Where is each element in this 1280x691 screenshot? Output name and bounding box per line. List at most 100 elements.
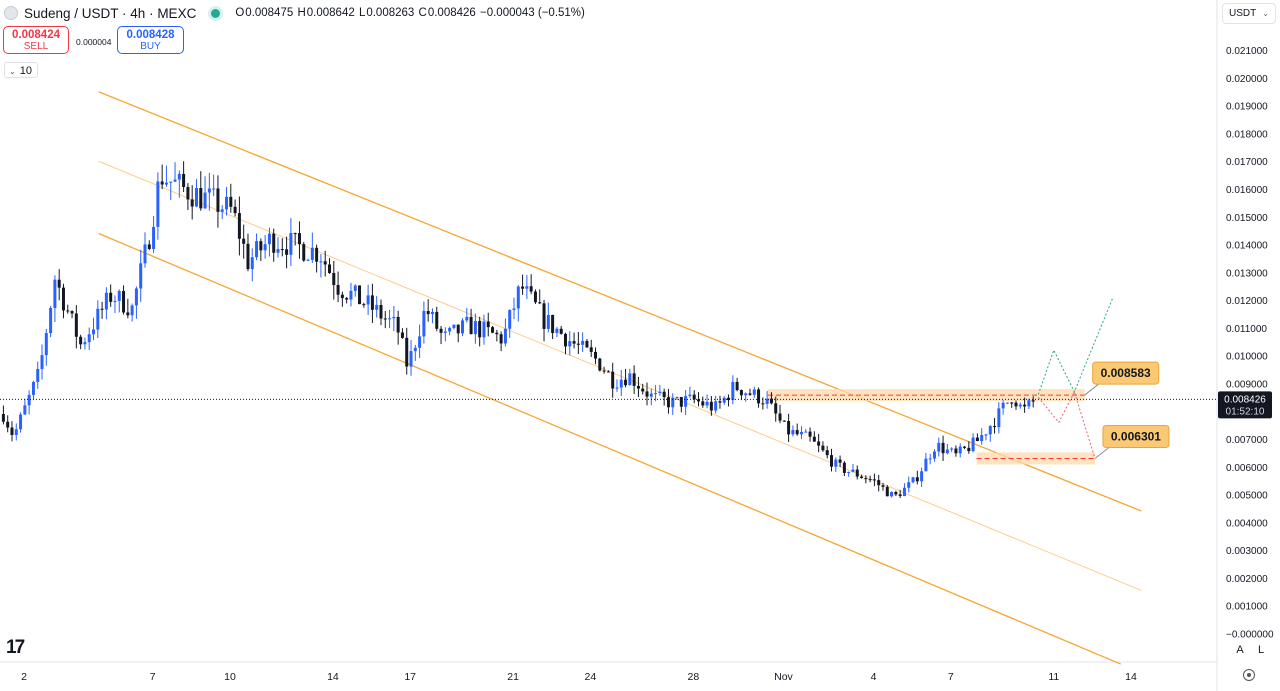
- candle-body: [134, 288, 138, 306]
- candle-body: [302, 244, 306, 261]
- y-tick-label: 0.018000: [1226, 129, 1268, 140]
- quantity-selector[interactable]: ⌄ 10: [4, 62, 38, 78]
- candle-body: [928, 458, 932, 460]
- x-axis[interactable]: 2 7 10 14 17 21 24 28 Nov 4 7 11 14: [21, 671, 1137, 683]
- y-tick-label: 0.003000: [1226, 546, 1268, 557]
- candle-body: [1001, 402, 1005, 409]
- candle-body: [696, 399, 700, 402]
- candle-body: [422, 311, 426, 337]
- sell-price: 0.008424: [12, 29, 60, 41]
- candle-body: [795, 430, 799, 435]
- candle-body: [834, 459, 838, 467]
- currency-dropdown[interactable]: USDT ⌄: [1222, 3, 1276, 24]
- channel-lower-line[interactable]: [98, 232, 1121, 665]
- candle-body: [486, 321, 490, 328]
- candle-body: [774, 403, 778, 414]
- sell-button[interactable]: 0.008424 SELL: [3, 26, 69, 54]
- candle-body: [430, 311, 434, 315]
- y-tick-label: 0.005000: [1226, 491, 1268, 502]
- channel-upper-line[interactable]: [98, 91, 1142, 512]
- channel-middle-line[interactable]: [98, 160, 1142, 591]
- candle-body: [448, 327, 452, 332]
- candle-body: [207, 188, 211, 193]
- log-scale-button[interactable]: L: [1257, 644, 1265, 656]
- candle-body: [731, 381, 735, 401]
- candle-body: [452, 324, 456, 328]
- y-tick-label: 0.016000: [1226, 185, 1268, 196]
- x-tick-label: 2: [21, 671, 27, 683]
- candle-body: [439, 328, 443, 333]
- candle-body: [988, 426, 992, 435]
- resistance-label-box: [1092, 361, 1160, 385]
- candle-body: [10, 427, 14, 435]
- support-label: 0.006301: [1111, 429, 1161, 443]
- candle-body: [993, 426, 997, 428]
- symbol-title[interactable]: Sudeng / USDT · 4h · MEXC: [24, 5, 197, 21]
- chart-header: Sudeng / USDT · 4h · MEXC O0.008475 H0.0…: [4, 4, 586, 22]
- candle-body: [315, 247, 319, 262]
- candle-body: [546, 315, 550, 329]
- candle-body: [473, 320, 477, 335]
- candle-body: [310, 247, 314, 260]
- change-value: −0.000043 (−0.51%): [480, 7, 585, 19]
- candle-body: [482, 321, 486, 338]
- bearish-projection-path[interactable]: [1037, 390, 1096, 459]
- auto-scale-button[interactable]: A: [1236, 644, 1244, 656]
- candle-body: [890, 491, 894, 497]
- candle-body: [23, 405, 27, 415]
- candle-body: [237, 213, 241, 239]
- y-tick-label: 0.014000: [1226, 241, 1268, 252]
- gear-icon[interactable]: [1243, 669, 1255, 681]
- y-axis[interactable]: 0.021000 0.020000 0.019000 0.018000 0.017000…: [1226, 46, 1274, 640]
- candle-body: [533, 291, 537, 303]
- candle-body: [727, 397, 731, 401]
- y-tick-label: 0.009000: [1226, 379, 1268, 390]
- candle-body: [971, 437, 975, 452]
- candle-body: [911, 477, 915, 483]
- x-tick-label: Nov: [774, 671, 793, 683]
- candle-body: [551, 315, 555, 334]
- resistance-zone[interactable]: [768, 389, 1085, 402]
- candle-body: [636, 385, 640, 389]
- descending-channel[interactable]: [98, 91, 1142, 665]
- candle-body: [658, 391, 662, 394]
- y-tick-label: 0.017000: [1226, 157, 1268, 168]
- price-zones[interactable]: [768, 389, 1095, 465]
- candle-body: [297, 233, 301, 245]
- candle-body: [709, 401, 713, 411]
- candle-body: [465, 316, 469, 321]
- candle-body: [190, 199, 194, 207]
- candle-body: [632, 373, 636, 386]
- low-value: 0.008263: [366, 7, 415, 19]
- candle-body: [152, 226, 156, 249]
- candle-body: [375, 304, 379, 310]
- candle-body: [19, 414, 23, 430]
- candle-body: [692, 394, 696, 400]
- tradingview-logo-icon[interactable]: 17: [6, 637, 25, 658]
- candle-body: [748, 393, 752, 395]
- chart-grid: [0, 0, 1218, 691]
- x-tick-label: 28: [688, 671, 700, 683]
- y-tick-label: 0.007000: [1226, 435, 1268, 446]
- symbol-logo-icon[interactable]: [4, 6, 18, 20]
- buy-button[interactable]: 0.008428 BUY: [117, 26, 184, 54]
- candle-body: [122, 290, 126, 313]
- high-value: 0.008642: [306, 7, 355, 19]
- x-tick-label: 11: [1048, 671, 1059, 683]
- candle-body: [851, 469, 855, 472]
- candle-body: [104, 292, 108, 310]
- candle-body: [323, 261, 327, 265]
- candle-body: [1023, 404, 1027, 407]
- y-tick-label: 0.019000: [1226, 102, 1268, 113]
- candle-body: [872, 479, 876, 481]
- candle-body: [349, 290, 353, 300]
- candle-body: [825, 450, 829, 456]
- candle-body: [203, 192, 207, 209]
- candle-body: [868, 479, 872, 481]
- bullish-projection-path[interactable]: [1037, 297, 1114, 395]
- candle-body: [671, 397, 675, 408]
- projection-paths[interactable]: [1037, 297, 1114, 459]
- candle-body: [113, 300, 117, 302]
- candle-body: [752, 389, 756, 395]
